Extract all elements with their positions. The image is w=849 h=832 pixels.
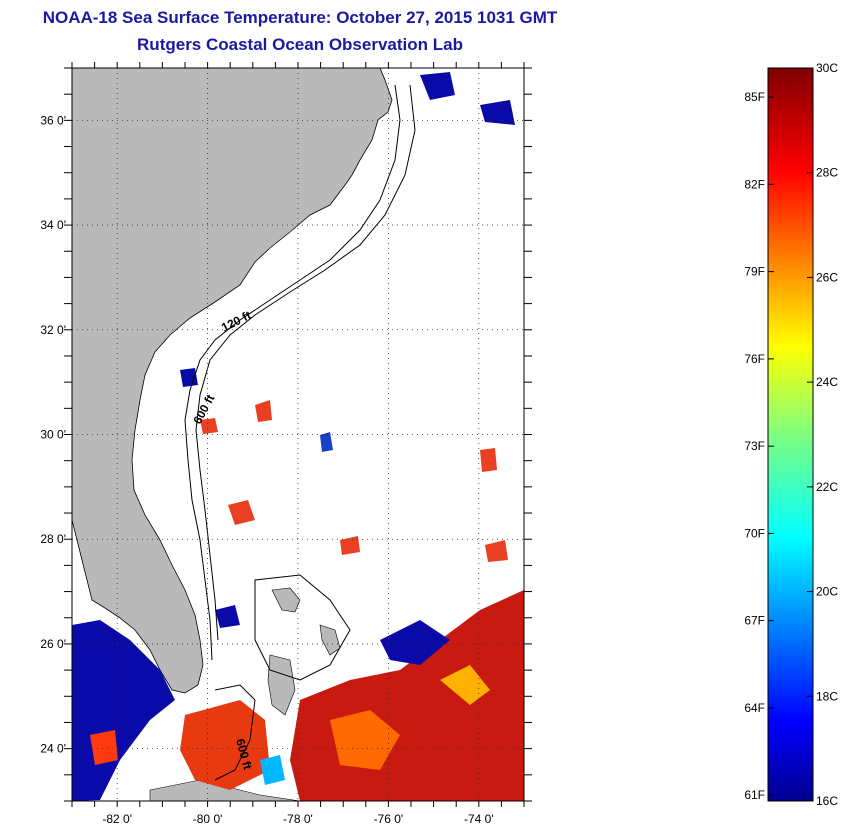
colorbar-c-label: 20C	[816, 585, 838, 599]
colorbar-f-label: 67F	[744, 614, 765, 628]
lat-tick-label: 34 0'	[40, 218, 66, 232]
colorbar-f-label: 64F	[744, 701, 765, 715]
island-andros	[267, 654, 296, 716]
lat-tick-label: 24 0'	[40, 742, 66, 756]
colorbar-f-label: 73F	[744, 439, 765, 453]
colorbar-ticks: 30C 28C 26C 24C 22C 20C 18C 16C 85F 82F 79F 76F 73F 7…	[744, 61, 838, 808]
lat-tick-label: 26 0'	[40, 637, 66, 651]
contour-120ft	[184, 84, 401, 661]
colorbar-f-label: 82F	[744, 177, 765, 191]
island-cuba-edge	[149, 779, 301, 801]
land-mainland	[72, 68, 393, 694]
colorbar-c-label: 28C	[816, 166, 838, 180]
colorbar-c-label: 26C	[816, 270, 838, 284]
colorbar-c-label: 24C	[816, 375, 838, 389]
lon-tick-label: -80 0'	[193, 812, 223, 826]
colorbar-f-label: 79F	[744, 265, 765, 279]
sst-data	[72, 72, 524, 801]
lat-tick-label: 36 0'	[40, 113, 66, 127]
lon-tick-label: -74 0'	[464, 812, 494, 826]
colorbar-c-label: 30C	[816, 61, 838, 75]
colorbar-f-label: 85F	[744, 90, 765, 104]
contour-keys	[214, 684, 256, 781]
map-gridlines	[72, 68, 524, 801]
map-subtitle: Rutgers Coastal Ocean Observation Lab	[137, 35, 463, 54]
contour-bahamas	[254, 574, 351, 681]
colorbar-gradient	[767, 67, 814, 802]
island-bahamas-1	[271, 587, 301, 613]
colorbar-f-label: 76F	[744, 352, 765, 366]
lat-tick-label: 32 0'	[40, 323, 66, 337]
contour-600ft	[195, 84, 416, 641]
colorbar-f-label: 70F	[744, 526, 765, 540]
map-axes: 36 0' 34 0' 32 0' 30 0' 28 0' 26 0' 24 0' -82 0…	[40, 62, 532, 826]
colorbar-c-label: 16C	[816, 794, 838, 808]
colorbar-c-label: 22C	[816, 480, 838, 494]
colorbar-c-label: 18C	[816, 689, 838, 703]
lat-tick-label: 28 0'	[40, 532, 66, 546]
island-bahamas-2	[319, 624, 341, 656]
lon-tick-label: -82 0'	[102, 812, 132, 826]
colorbar-f-label: 61F	[744, 788, 765, 802]
lat-tick-label: 30 0'	[40, 428, 66, 442]
lon-tick-label: -76 0'	[374, 812, 404, 826]
lon-tick-label: -78 0'	[283, 812, 313, 826]
map-title: NOAA-18 Sea Surface Temperature: October…	[42, 8, 558, 27]
